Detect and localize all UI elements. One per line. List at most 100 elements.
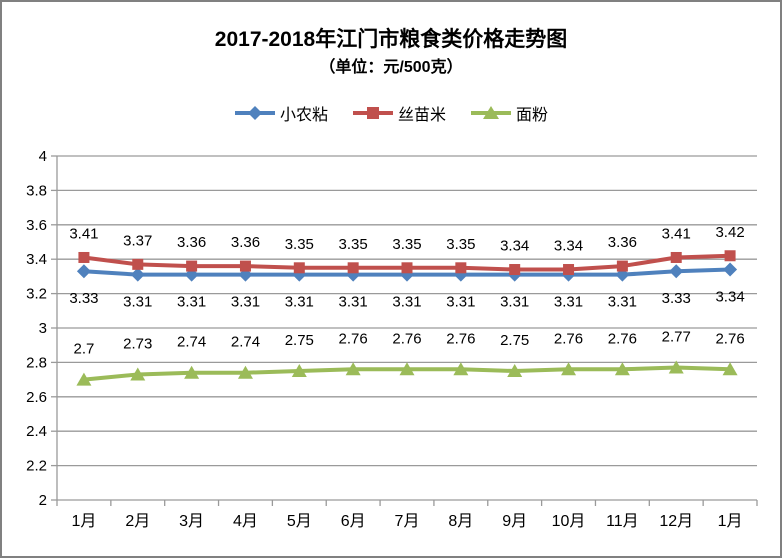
series-marker-2: [184, 365, 200, 379]
data-label-1: 3.34: [554, 238, 583, 255]
series-marker-1: [401, 262, 413, 274]
series-marker-1: [78, 251, 90, 263]
legend-label-series-2: 丝苗米: [397, 107, 446, 124]
chart-legend: 小农粘 丝苗米 面粉: [2, 101, 780, 125]
data-label-2: 2.76: [446, 330, 475, 347]
data-label-1: 3.34: [500, 238, 529, 255]
data-label-2: 2.7: [73, 341, 94, 358]
y-tick-label: 3.2: [26, 286, 47, 303]
legend-label-series-1: 小农粘: [279, 107, 328, 124]
data-label-2: 2.76: [339, 330, 368, 347]
data-label-0: 3.33: [69, 290, 98, 307]
series-marker-0: [615, 267, 630, 282]
data-label-2: 2.74: [231, 334, 260, 351]
series-marker-0: [76, 264, 91, 279]
series-marker-1: [616, 260, 628, 272]
x-tick-label: 6月: [341, 513, 366, 530]
x-tick-label: 1月: [718, 513, 743, 530]
y-tick-label: 2: [39, 492, 47, 509]
series-marker-2: [614, 362, 630, 376]
data-label-1: 3.36: [608, 234, 637, 251]
data-label-0: 3.31: [123, 294, 152, 311]
series-marker-0: [723, 262, 738, 277]
series-marker-1: [132, 258, 144, 270]
series-marker-1: [670, 251, 682, 263]
data-label-1: 3.36: [231, 234, 260, 251]
series-marker-2: [130, 367, 146, 381]
line-diamond-marker-icon: [234, 106, 275, 120]
series-marker-2: [507, 364, 523, 377]
legend-item-series-2: 丝苗米: [352, 101, 446, 125]
data-label-1: 3.35: [392, 236, 421, 253]
series-marker-0: [292, 267, 307, 282]
data-label-0: 3.31: [446, 294, 475, 311]
data-label-2: 2.75: [285, 332, 314, 349]
data-label-0: 3.31: [554, 294, 583, 311]
x-tick-label: 1月: [71, 513, 96, 530]
x-tick-label: 3月: [179, 513, 204, 530]
chart-title: 2017-2018年江门市粮食类价格走势图: [214, 28, 568, 51]
series-marker-1: [563, 264, 575, 276]
data-label-2: 2.76: [608, 330, 637, 347]
chart-subtitle: （单位：元/500克）: [319, 59, 463, 76]
y-tick-label: 4: [39, 148, 47, 165]
data-label-1: 3.41: [69, 225, 98, 242]
x-tick-label: 11月: [606, 513, 639, 530]
data-label-1: 3.41: [662, 225, 691, 242]
data-label-1: 3.36: [177, 234, 206, 251]
legend-square: [366, 107, 379, 119]
data-label-1: 3.35: [339, 236, 368, 253]
data-label-1: 3.37: [123, 232, 152, 249]
series-marker-0: [346, 267, 361, 282]
line-square-marker-icon: [352, 107, 393, 119]
x-tick-label: 9月: [502, 513, 527, 530]
series-marker-2: [722, 362, 738, 376]
data-label-1: 3.35: [285, 236, 314, 253]
series-marker-2: [453, 362, 469, 376]
data-label-2: 2.76: [392, 330, 421, 347]
x-tick-label: 2月: [125, 513, 150, 530]
x-tick-label: 7月: [395, 513, 420, 530]
series-marker-2: [399, 362, 415, 376]
data-label-2: 2.75: [500, 332, 529, 349]
data-label-2: 2.74: [177, 334, 206, 351]
series-marker-0: [238, 267, 253, 282]
series-marker-1: [186, 260, 198, 272]
data-label-2: 2.77: [662, 329, 691, 346]
data-label-0: 3.31: [339, 294, 368, 311]
series-marker-2: [561, 362, 577, 376]
series-marker-0: [400, 267, 414, 282]
series-marker-2: [76, 372, 92, 386]
x-tick-label: 5月: [287, 513, 312, 530]
data-label-0: 3.31: [177, 294, 206, 311]
series-marker-2: [291, 364, 307, 377]
legend-item-series-1: 小农粘: [234, 101, 328, 125]
y-tick-label: 2.2: [26, 458, 47, 475]
y-tick-label: 3.8: [26, 182, 47, 199]
series-marker-2: [237, 365, 253, 379]
plot-area: 2 2.2 2.4 2.6 2.8 3 3.2 3.4 3.6 3.8 4 1月 2月 3月 4月 5月 6月 7…: [26, 148, 758, 530]
data-label-2: 2.76: [554, 330, 583, 347]
y-tick-label: 3.4: [26, 251, 47, 268]
data-label-0: 3.31: [231, 294, 260, 311]
x-tick-label: 10月: [552, 513, 586, 530]
data-label-1: 3.42: [715, 224, 744, 241]
y-tick-label: 2.6: [26, 389, 47, 406]
line-triangle-marker-icon: [471, 106, 511, 119]
series-marker-0: [453, 267, 468, 282]
legend-label-series-3: 面粉: [516, 107, 549, 124]
legend-triangle: [483, 106, 499, 119]
data-label-2: 2.76: [715, 330, 744, 347]
series-marker-2: [668, 360, 684, 374]
legend-item-series-3: 面粉: [470, 101, 548, 125]
data-label-0: 3.31: [392, 294, 421, 311]
series-marker-0: [130, 267, 145, 282]
y-tick-label: 2.8: [26, 354, 47, 371]
series-marker-1: [724, 250, 736, 262]
series-marker-1: [455, 262, 467, 274]
series-marker-0: [669, 264, 684, 279]
y-tick-label: 2.4: [26, 423, 47, 440]
data-label-0: 3.33: [662, 290, 691, 307]
x-tick-label: 12月: [659, 513, 693, 530]
